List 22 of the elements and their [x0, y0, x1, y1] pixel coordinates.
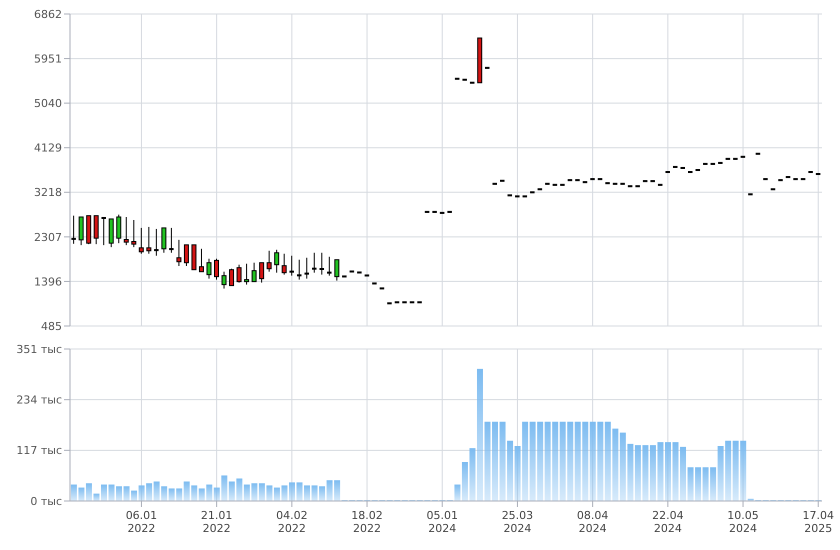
- x-tick-label: 22.04 2024: [652, 509, 684, 535]
- y-tick-label: 117 тыс: [16, 444, 62, 458]
- y-tick-label: 485: [41, 320, 62, 333]
- x-tick-label: 05.01 2024: [426, 509, 458, 535]
- x-tick-label: 10.05 2024: [727, 509, 759, 535]
- y-tick-label: 5040: [34, 97, 62, 110]
- x-tick-label: 18.02 2022: [351, 509, 383, 535]
- x-tick-label: 08.04 2024: [576, 509, 608, 535]
- x-tick-label: 04.02 2022: [276, 509, 308, 535]
- y-tick-label: 4129: [34, 142, 62, 155]
- y-tick-label: 3218: [34, 186, 62, 200]
- y-tick-label: 1396: [34, 275, 62, 288]
- x-tick-label: 25.03 2024: [502, 509, 534, 535]
- y-tick-label: 351 тыс: [16, 342, 62, 356]
- y-tick-label: 234 тыс: [16, 394, 62, 407]
- x-tick-label: 17.04 2025: [802, 509, 834, 535]
- y-tick-label: 5951: [34, 52, 62, 66]
- y-tick-label: 6862: [34, 8, 62, 21]
- y-tick-label: 0 тыс: [30, 494, 62, 508]
- x-tick-label: 06.01 2022: [126, 509, 158, 535]
- x-tick-label: 21.01 2022: [200, 509, 232, 535]
- y-tick-label: 2307: [34, 230, 62, 244]
